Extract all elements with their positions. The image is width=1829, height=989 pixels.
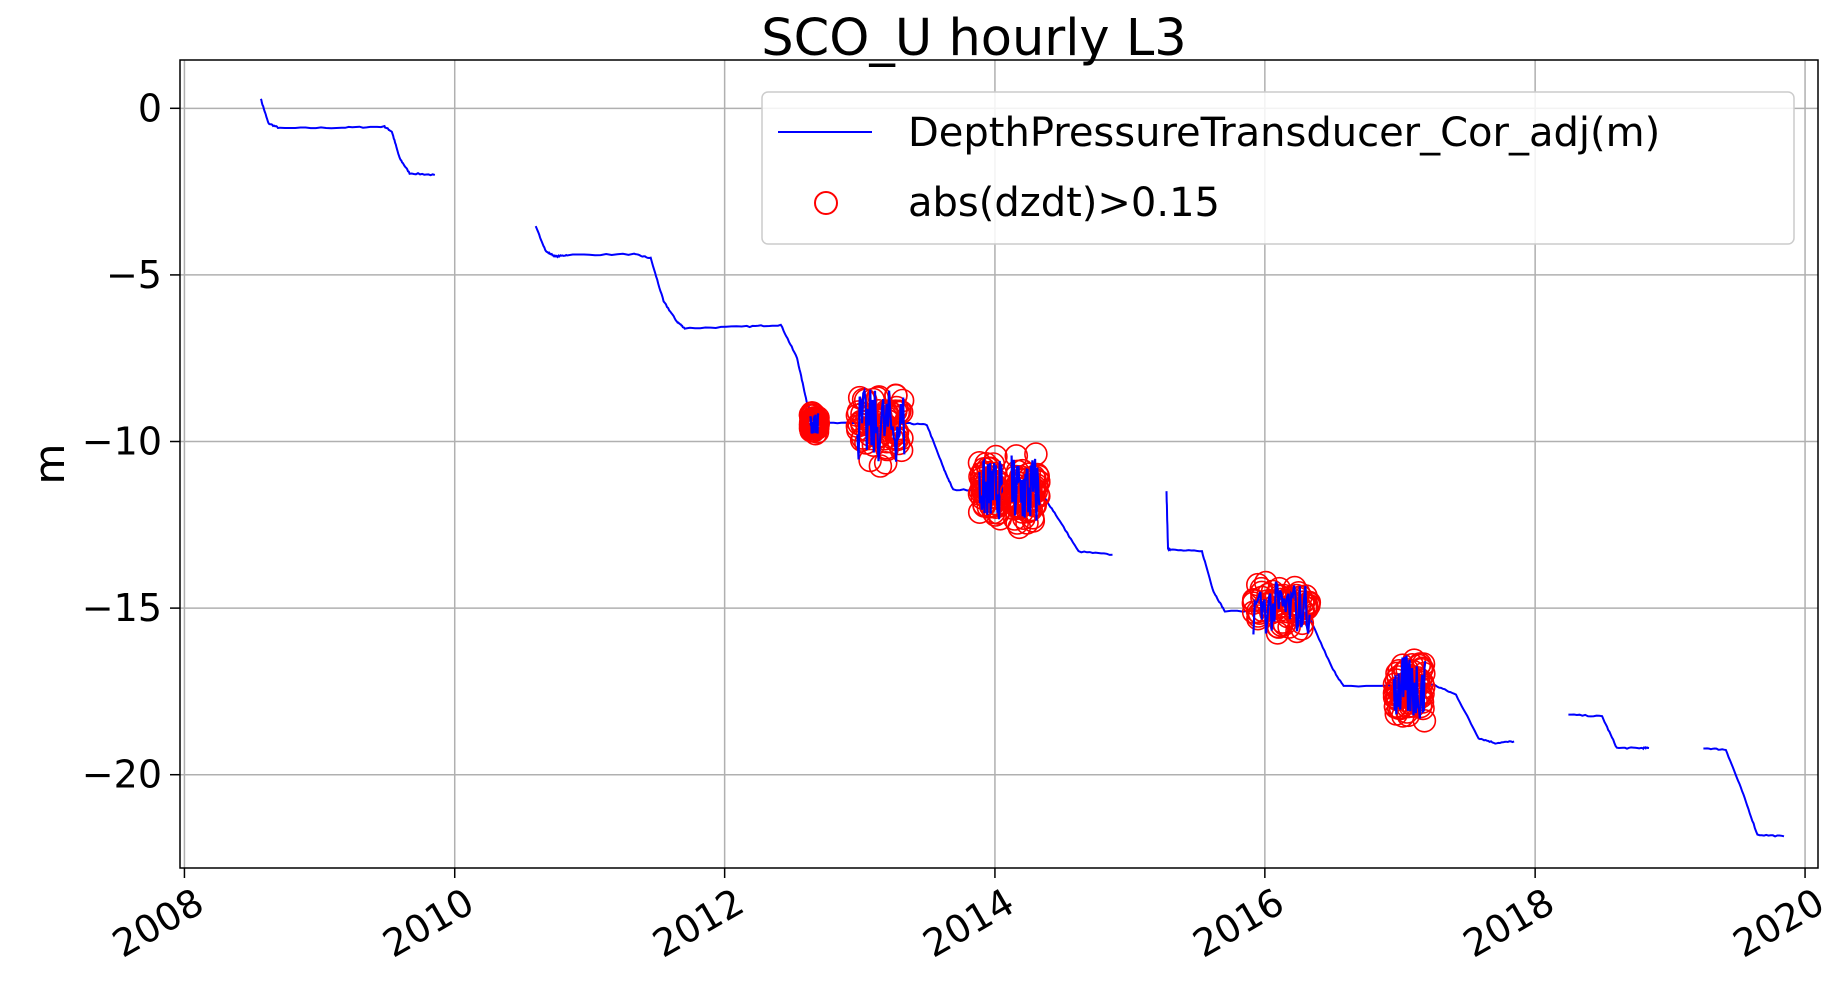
flag-cluster [798,401,831,446]
flag-cluster-signal [1392,655,1427,719]
x-tick-label: 2020 [1726,880,1829,966]
depth-series-line [1165,491,1515,745]
flag-marker [868,454,893,478]
flag-marker [883,399,908,424]
flag-cluster-signal [809,413,820,434]
flag-marker [1004,444,1029,468]
x-tick-label: 2016 [1186,880,1292,966]
chart-title: SCO_U hourly L3 [761,9,1186,68]
plot-area [259,98,1785,838]
x-tick-label: 2010 [375,880,481,966]
flag-cluster-signal [1010,455,1041,521]
flag-marker [889,438,914,463]
axes-frame [179,59,1819,869]
flag-cluster-signal [856,386,906,462]
flag-cluster [1382,648,1437,733]
depth-series-line [259,98,436,177]
legend-box [761,91,1795,245]
y-tick-label: −10 [82,420,162,464]
y-axis-label: m [25,444,74,485]
flag-cluster [845,383,915,478]
legend-line-label: DepthPressureTransducer_Cor_adj(m) [908,110,1660,156]
y-tick-label: −20 [82,753,162,797]
y-tick-label: −15 [82,586,162,630]
flag-cluster [999,442,1051,540]
flag-cluster-signal [1252,581,1311,635]
flag-cluster [967,444,1014,531]
x-tick-label: 2018 [1456,880,1562,966]
x-tick-label: 2014 [916,880,1022,966]
legend: DepthPressureTransducer_Cor_adj(m) abs(d… [761,91,1795,245]
depth-series-line [1703,747,1785,838]
flag-cluster-signal [978,457,1004,520]
flag-cluster [1241,570,1322,645]
x-tick-label: 2008 [105,880,211,966]
y-tick-label: 0 [138,86,162,130]
legend-marker-swatch [814,191,838,215]
legend-marker-label: abs(dzdt)>0.15 [908,180,1220,226]
flag-marker [873,450,898,475]
x-tick-label: 2012 [645,880,751,966]
y-tick-label: −5 [106,253,162,297]
depth-series-line [1568,713,1650,751]
